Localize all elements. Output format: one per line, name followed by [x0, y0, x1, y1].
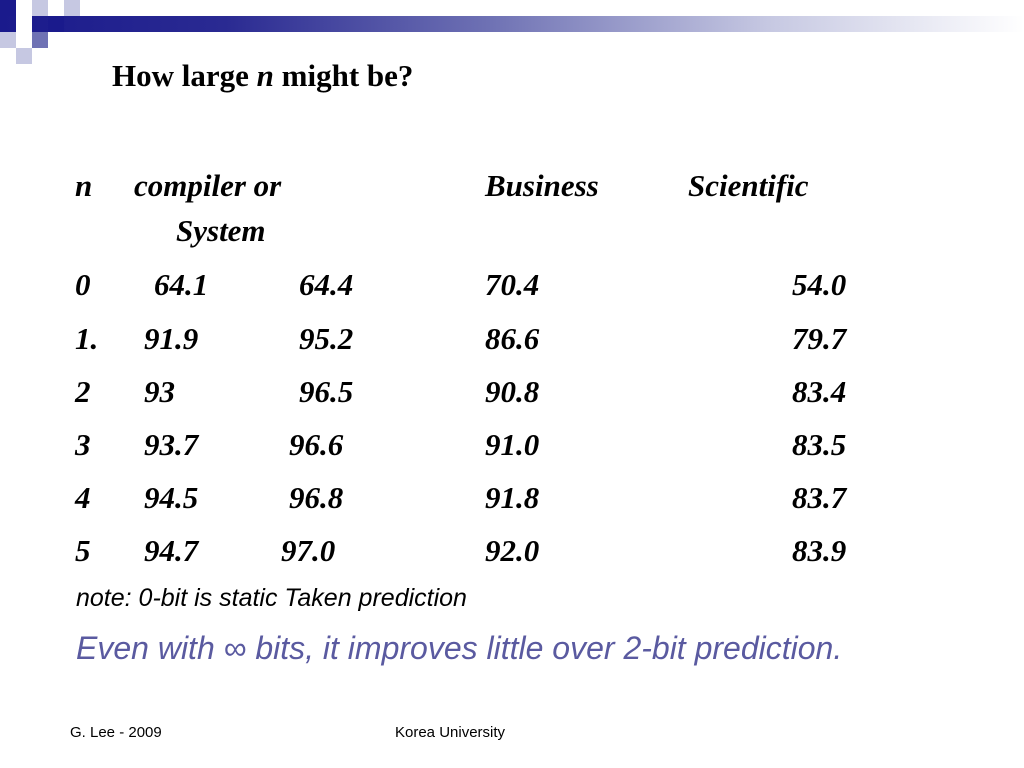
header-n: n [75, 168, 93, 203]
row-compiler: 94.5 [144, 480, 199, 515]
row-scientific: 79.7 [792, 321, 847, 356]
row-n: 4 [75, 480, 91, 515]
decor-square [16, 48, 32, 64]
row-n: 1. [75, 321, 99, 356]
title-variable: n [256, 58, 274, 93]
header-compiler: compiler or [134, 168, 282, 203]
header-band [0, 16, 1024, 32]
note-text: note: 0-bit is static Taken prediction [76, 584, 467, 612]
header-business: Business [485, 168, 599, 203]
row-business: 86.6 [485, 321, 540, 356]
row-system: 96.5 [299, 374, 354, 409]
header-scientific: Scientific [688, 168, 809, 203]
row-compiler: 93.7 [144, 427, 199, 462]
row-compiler: 64.1 [154, 267, 209, 302]
row-system: 95.2 [299, 321, 354, 356]
decor-square [32, 32, 48, 48]
row-system: 96.6 [289, 427, 344, 462]
row-scientific: 83.5 [792, 427, 847, 462]
slide-title: How large n might be? [112, 58, 413, 94]
row-business: 70.4 [485, 267, 540, 302]
title-suffix: might be? [273, 58, 414, 93]
row-scientific: 83.4 [792, 374, 847, 409]
summary-text: Even with ∞ bits, it improves little ove… [76, 630, 843, 666]
row-compiler: 93 [144, 374, 175, 409]
decor-square [32, 0, 48, 16]
row-system: 96.8 [289, 480, 344, 515]
row-business: 91.8 [485, 480, 540, 515]
row-business: 90.8 [485, 374, 540, 409]
row-n: 3 [75, 427, 91, 462]
decor-square [16, 16, 32, 32]
row-compiler: 94.7 [144, 533, 199, 568]
footer-organization: Korea University [395, 724, 506, 741]
row-system: 97.0 [281, 533, 336, 568]
row-n: 0 [75, 267, 91, 302]
decor-square [48, 16, 64, 32]
decor-square [64, 0, 80, 16]
decor-square [0, 0, 16, 16]
row-scientific: 83.9 [792, 533, 847, 568]
row-business: 92.0 [485, 533, 540, 568]
row-business: 91.0 [485, 427, 540, 462]
header-system: System [176, 213, 266, 248]
row-compiler: 91.9 [144, 321, 199, 356]
decor-square [0, 32, 16, 48]
row-scientific: 54.0 [792, 267, 847, 302]
title-prefix: How large [112, 58, 257, 93]
row-n: 5 [75, 533, 91, 568]
row-scientific: 83.7 [792, 480, 847, 515]
row-system: 64.4 [299, 267, 354, 302]
footer-author: G. Lee - 2009 [70, 724, 162, 741]
row-n: 2 [75, 374, 91, 409]
